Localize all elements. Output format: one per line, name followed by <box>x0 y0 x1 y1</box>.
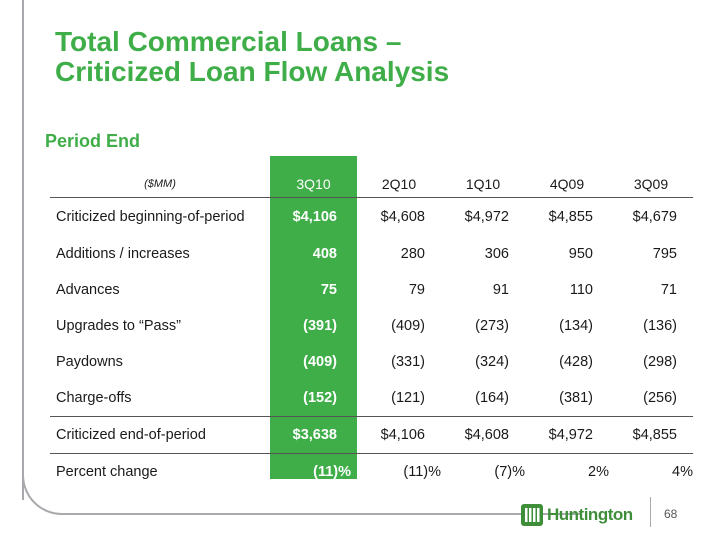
cell-value: (298) <box>643 354 677 370</box>
cell-value: (134) <box>559 318 593 334</box>
cell-value: $4,106 <box>292 209 337 225</box>
cell-value: (164) <box>475 390 509 406</box>
row-label: Upgrades to “Pass” <box>56 318 181 334</box>
units-label: ($MM) <box>50 170 270 198</box>
cell-value: 4% <box>672 464 693 480</box>
table-row: Criticized end-of-period $3,638 $4,106 $… <box>50 416 693 454</box>
cell-value: $4,106 <box>380 427 425 443</box>
cell-value: 110 <box>569 282 593 298</box>
cell-value: (11)% <box>313 464 351 480</box>
column-header: 1Q10 <box>441 170 525 198</box>
title-line-2: Criticized Loan Flow Analysis <box>55 56 450 87</box>
cell-value: 280 <box>400 246 425 262</box>
cell-value: (428) <box>559 354 593 370</box>
loan-flow-table: ($MM) 3Q10 2Q10 1Q10 4Q09 3Q09 Criticize… <box>50 170 693 490</box>
column-header: 4Q09 <box>525 170 609 198</box>
frame-line <box>22 0 24 500</box>
column-header: 2Q10 <box>357 170 441 198</box>
row-label: Criticized end-of-period <box>56 427 206 443</box>
section-subtitle: Period End <box>45 131 141 151</box>
cell-value: (7)% <box>494 464 525 480</box>
cell-value: 71 <box>660 282 677 298</box>
column-header: 3Q10 <box>270 170 357 198</box>
row-label: Advances <box>56 282 120 298</box>
brand-name: Huntington <box>547 505 633 524</box>
title-line-1: Total Commercial Loans – <box>55 26 402 57</box>
cell-value: $4,972 <box>548 427 593 443</box>
column-header: 3Q09 <box>609 170 693 198</box>
cell-value: 408 <box>312 246 337 262</box>
cell-value: 306 <box>484 246 509 262</box>
footer-divider <box>650 497 651 527</box>
cell-value: (391) <box>303 318 337 334</box>
cell-value: 2% <box>588 464 609 480</box>
row-label: Percent change <box>56 464 158 480</box>
cell-value: (256) <box>643 390 677 406</box>
cell-value: (409) <box>303 354 337 370</box>
cell-value: 950 <box>568 246 593 262</box>
cell-value: 75 <box>320 282 337 298</box>
cell-value: $4,679 <box>632 209 677 225</box>
cell-value: $4,855 <box>548 209 593 225</box>
huntington-logo: Huntington <box>521 504 633 526</box>
cell-value: 79 <box>408 282 425 298</box>
cell-value: (273) <box>475 318 509 334</box>
cell-value: (11)% <box>403 464 441 480</box>
row-label: Charge-offs <box>56 390 132 406</box>
table-row: Advances 75 79 91 110 71 <box>50 272 693 308</box>
page-number: 68 <box>664 507 678 521</box>
row-label: Criticized beginning-of-period <box>56 209 245 225</box>
table-row: Paydowns (409) (331) (324) (428) (298) <box>50 344 693 380</box>
table-row: Charge-offs (152) (121) (164) (381) (256… <box>50 380 693 417</box>
cell-value: (152) <box>303 390 337 406</box>
cell-value: (324) <box>475 354 509 370</box>
cell-value: (136) <box>643 318 677 334</box>
table-row: Criticized beginning-of-period $4,106 $4… <box>50 198 693 237</box>
current-quarter-highlight <box>270 156 357 479</box>
cell-value: 91 <box>492 282 509 298</box>
row-label: Additions / increases <box>56 246 190 262</box>
cell-value: $4,972 <box>464 209 509 225</box>
cell-value: (409) <box>391 318 425 334</box>
row-label: Paydowns <box>56 354 123 370</box>
cell-value: (121) <box>391 390 425 406</box>
table-header-row: ($MM) 3Q10 2Q10 1Q10 4Q09 3Q09 <box>50 170 693 198</box>
cell-value: $4,608 <box>464 427 509 443</box>
table-row: Upgrades to “Pass” (391) (409) (273) (13… <box>50 308 693 344</box>
table-row: Additions / increases 408 280 306 950 79… <box>50 236 693 272</box>
page-title: Total Commercial Loans – Criticized Loan… <box>55 27 449 87</box>
cell-value: $3,638 <box>292 427 337 443</box>
cell-value: $4,855 <box>632 427 677 443</box>
huntington-logo-icon <box>521 504 543 526</box>
cell-value: 795 <box>652 246 677 262</box>
cell-value: (331) <box>391 354 425 370</box>
cell-value: (381) <box>559 390 593 406</box>
table-row: Percent change (11)% (11)% (7)% 2% 4% <box>50 453 693 491</box>
cell-value: $4,608 <box>380 209 425 225</box>
